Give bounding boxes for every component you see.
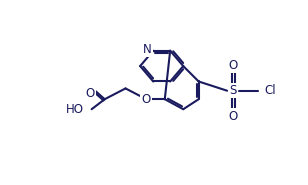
Text: Cl: Cl bbox=[264, 84, 276, 97]
Text: N: N bbox=[143, 43, 152, 56]
Text: S: S bbox=[230, 84, 237, 97]
Text: O: O bbox=[229, 110, 238, 123]
Text: O: O bbox=[229, 59, 238, 72]
Text: HO: HO bbox=[66, 103, 84, 116]
Text: O: O bbox=[85, 87, 95, 100]
Text: O: O bbox=[142, 93, 151, 106]
